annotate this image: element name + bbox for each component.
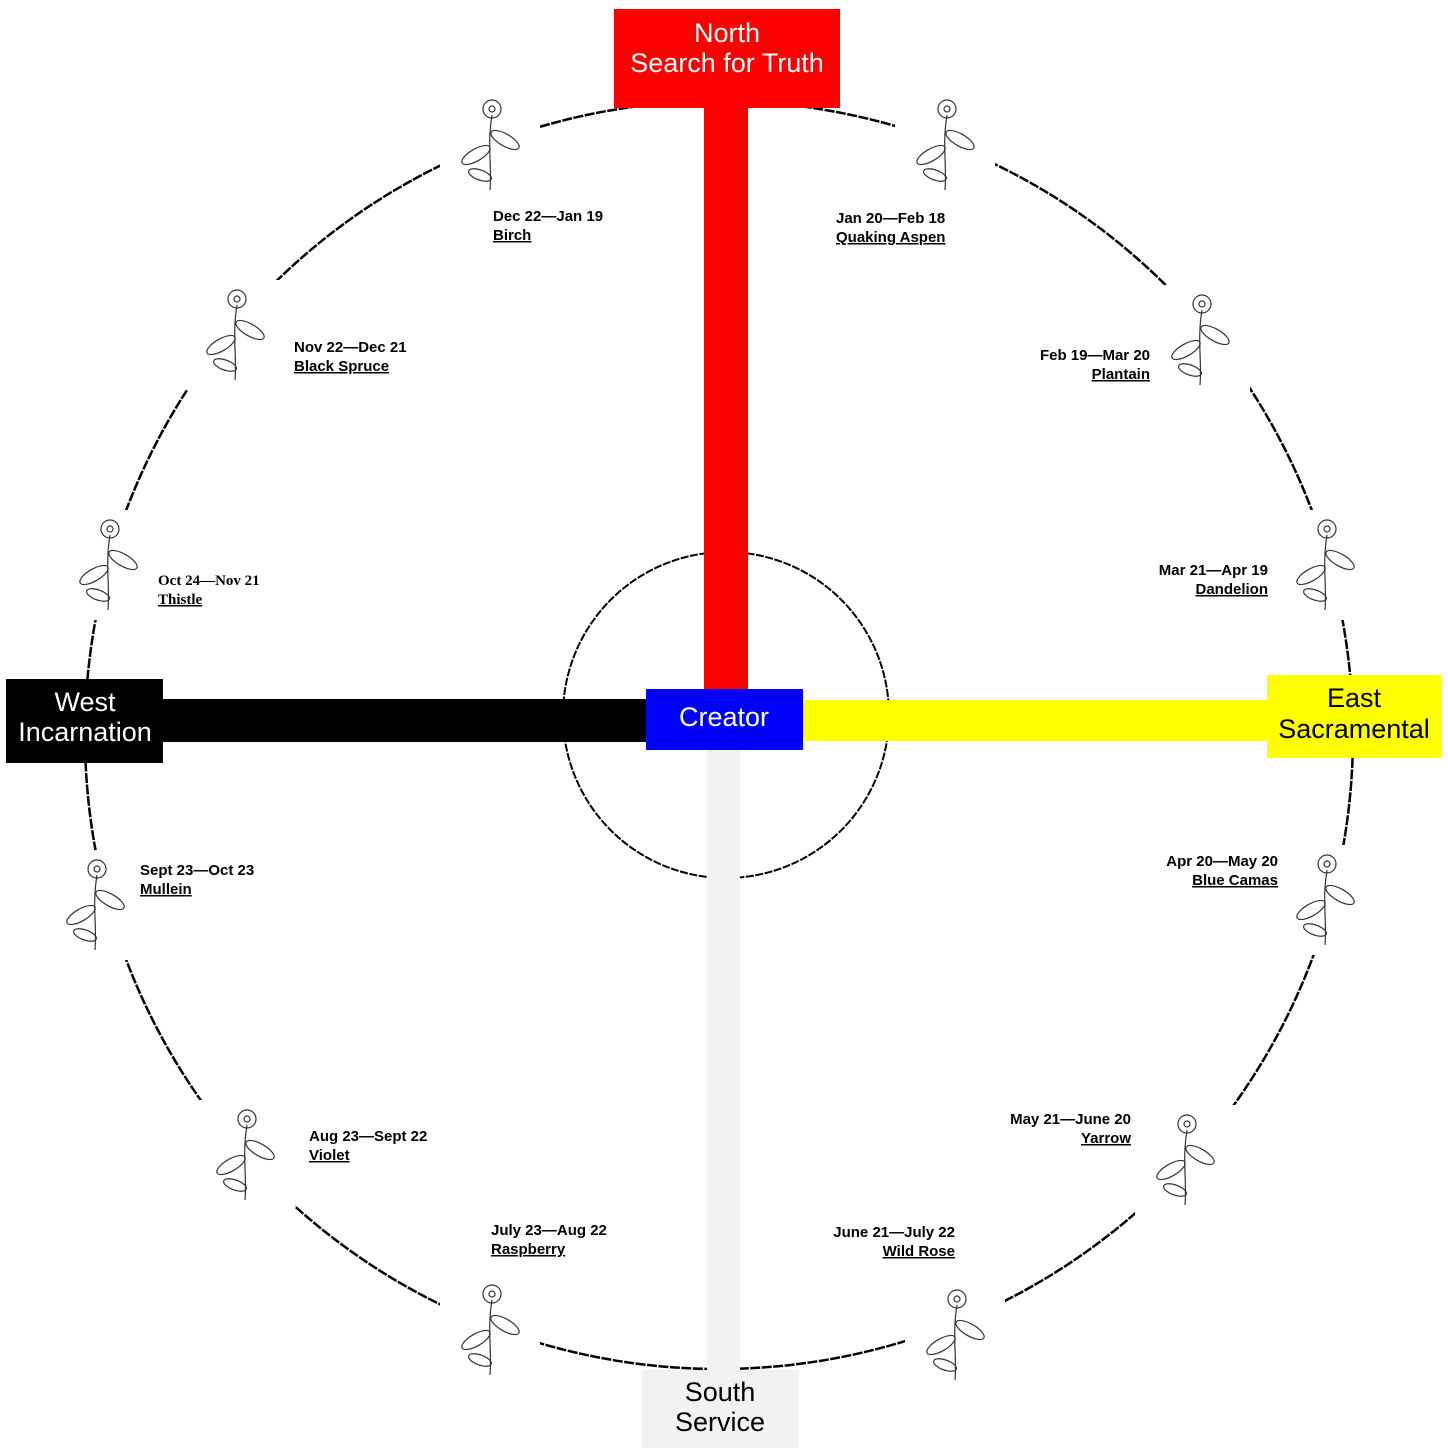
month-dates: Nov 22—Dec 21	[294, 339, 407, 356]
plant-name: Dandelion	[1195, 581, 1268, 598]
month-dates: Aug 23—Sept 22	[309, 1128, 427, 1145]
south-subtitle: Service	[675, 1407, 765, 1437]
north-title: North	[694, 18, 760, 48]
plant-name: Plantain	[1092, 366, 1150, 383]
plant-illustration	[45, 850, 145, 960]
north-subtitle: Search for Truth	[630, 48, 824, 78]
plant-name: Birch	[493, 227, 531, 244]
month-dates: Apr 20—May 20	[1166, 853, 1278, 870]
south-bar	[707, 745, 740, 1375]
plant-illustration	[905, 1280, 1005, 1390]
south-title: South	[685, 1377, 756, 1407]
plant-illustration	[1135, 1105, 1235, 1215]
plant-illustration	[185, 280, 285, 390]
center-label: Creator	[679, 702, 769, 732]
plant-name: Wild Rose	[883, 1243, 955, 1260]
west-bar	[160, 699, 650, 742]
plant-illustration	[195, 1100, 295, 1210]
west-title: West	[54, 687, 116, 717]
east-title: East	[1327, 683, 1382, 713]
plant-name: Blue Camas	[1192, 872, 1278, 889]
month-dates: July 23—Aug 22	[491, 1222, 607, 1239]
plant-illustration	[440, 1275, 540, 1385]
north-bar	[704, 105, 748, 695]
plant-illustration	[895, 90, 995, 200]
medicine-wheel: North Search for Truth East Sacramental …	[0, 0, 1448, 1450]
west-subtitle: Incarnation	[18, 717, 152, 747]
month-dates: Jan 20—Feb 18	[836, 210, 945, 227]
plant-name: Quaking Aspen	[836, 229, 945, 246]
month-dates: Dec 22—Jan 19	[493, 208, 603, 225]
month-dates: Feb 19—Mar 20	[1040, 347, 1150, 364]
east-subtitle: Sacramental	[1278, 714, 1430, 744]
plant-illustration	[1150, 285, 1250, 395]
plant-name: Yarrow	[1081, 1130, 1131, 1147]
month-dates: Mar 21—Apr 19	[1159, 562, 1268, 579]
plant-illustration	[440, 90, 540, 200]
plant-illustration	[58, 510, 158, 620]
plant-name: Raspberry	[491, 1241, 566, 1258]
month-dates: Sept 23—Oct 23	[140, 862, 254, 879]
month-dates: June 21—July 22	[833, 1224, 955, 1241]
month-dates: Oct 24—Nov 21	[158, 573, 260, 589]
plant-name: Violet	[309, 1147, 350, 1164]
plant-illustration	[1275, 845, 1375, 955]
plant-name: Mullein	[140, 881, 192, 898]
plant-name: Thistle	[158, 592, 203, 608]
month-dates: May 21—June 20	[1010, 1111, 1131, 1128]
plant-name: Black Spruce	[294, 358, 389, 375]
east-bar	[800, 700, 1270, 741]
plant-illustration	[1275, 510, 1375, 620]
